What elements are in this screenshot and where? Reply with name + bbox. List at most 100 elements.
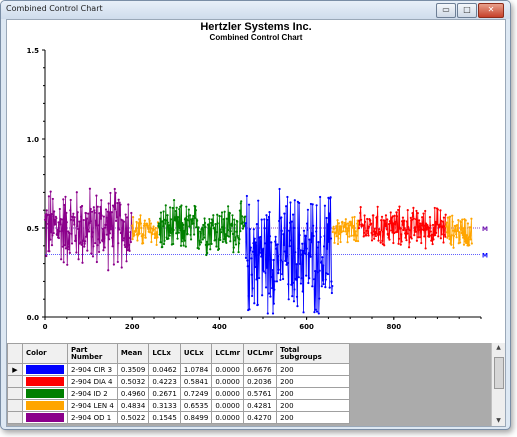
total-subgroups-cell[interactable]: 200 bbox=[276, 411, 351, 424]
data-point bbox=[213, 228, 217, 231]
row-header-cell[interactable]: ▶ bbox=[7, 363, 23, 376]
grid-vertical-scrollbar[interactable]: ▲ ▼ bbox=[491, 343, 505, 426]
row-header-cell[interactable] bbox=[7, 399, 23, 412]
uclmr-cell[interactable]: 0.4281 bbox=[243, 399, 278, 412]
lclx-cell[interactable]: 0.1545 bbox=[148, 411, 181, 424]
uclx-cell[interactable]: 0.7249 bbox=[179, 387, 213, 400]
minimize-button[interactable]: ▭ bbox=[436, 3, 456, 18]
mean-cell[interactable]: 0.4834 bbox=[116, 399, 150, 412]
color-swatch-cell[interactable] bbox=[22, 399, 68, 412]
part-number-cell[interactable]: 2-904 OD 1 bbox=[67, 411, 118, 424]
col-header-uclmr[interactable]: UCLmr bbox=[243, 343, 278, 364]
total-subgroups-cell[interactable]: 200 bbox=[276, 399, 351, 412]
color-swatch-cell[interactable] bbox=[22, 375, 68, 388]
col-header-total-subgroups[interactable]: Total subgroups bbox=[276, 343, 351, 364]
col-header-uclx[interactable]: UCLx bbox=[179, 343, 213, 364]
uclmr-cell[interactable]: 0.6676 bbox=[243, 363, 278, 376]
data-point bbox=[327, 240, 330, 243]
row-header-cell[interactable] bbox=[7, 375, 23, 388]
lclmr-cell[interactable]: 0.0000 bbox=[211, 399, 245, 412]
mean-cell[interactable]: 0.5032 bbox=[116, 375, 150, 388]
data-point bbox=[178, 227, 181, 230]
y-tick-label: 0.5 bbox=[27, 225, 40, 233]
col-header-part-number[interactable]: Part Number bbox=[67, 343, 118, 364]
close-button[interactable]: ✕ bbox=[478, 3, 504, 18]
data-point bbox=[68, 251, 71, 255]
table-row[interactable]: 2-904 LEN 4 0.4834 0.3133 0.6535 0.0000 0.428… bbox=[7, 399, 351, 412]
color-swatch-cell[interactable] bbox=[22, 411, 68, 424]
data-point bbox=[164, 204, 167, 207]
col-header-color[interactable]: Color bbox=[22, 343, 68, 364]
data-point bbox=[235, 230, 238, 233]
title-bar[interactable]: Combined Control Chart ▭ □ ✕ bbox=[1, 1, 510, 19]
data-point bbox=[109, 191, 112, 195]
data-point bbox=[400, 233, 403, 236]
data-point bbox=[172, 199, 176, 202]
lclmr-cell[interactable]: 0.0000 bbox=[211, 411, 245, 424]
data-point bbox=[342, 225, 346, 229]
scroll-thumb[interactable] bbox=[494, 357, 504, 389]
total-subgroups-cell[interactable]: 200 bbox=[276, 387, 351, 400]
data-point bbox=[179, 229, 182, 232]
uclmr-cell[interactable]: 0.2036 bbox=[243, 375, 278, 388]
scroll-up-arrow-icon[interactable]: ▲ bbox=[496, 344, 501, 351]
data-point bbox=[118, 201, 121, 204]
data-point bbox=[139, 222, 143, 225]
data-point bbox=[199, 241, 203, 244]
row-header-cell[interactable] bbox=[7, 387, 23, 400]
uclx-cell[interactable]: 0.6535 bbox=[179, 399, 213, 412]
part-number-cell[interactable]: 2-904 CIR 3 bbox=[67, 363, 118, 376]
data-point bbox=[350, 222, 354, 225]
lclmr-cell[interactable]: 0.0000 bbox=[211, 375, 245, 388]
data-point bbox=[389, 222, 392, 225]
part-number-cell[interactable]: 2-904 ID 2 bbox=[67, 387, 118, 400]
lclmr-cell[interactable]: 0.0000 bbox=[211, 363, 245, 376]
col-header-lclmr[interactable]: LCLmr bbox=[211, 343, 245, 364]
table-row[interactable]: 2-904 ID 2 0.4960 0.2671 0.7249 0.0000 0.5761… bbox=[7, 387, 351, 400]
mean-cell[interactable]: 0.4960 bbox=[116, 387, 150, 400]
data-point bbox=[138, 232, 141, 235]
uclx-cell[interactable]: 0.5841 bbox=[179, 375, 213, 388]
data-point bbox=[127, 243, 130, 247]
uclmr-cell[interactable]: 0.4270 bbox=[243, 411, 278, 424]
data-point bbox=[439, 209, 442, 212]
table-row[interactable]: 2-904 DIA 4 0.5032 0.4223 0.5841 0.0000 0.203… bbox=[7, 375, 351, 388]
data-point bbox=[173, 216, 177, 219]
uclx-cell[interactable]: 1.0784 bbox=[179, 363, 213, 376]
data-point bbox=[59, 223, 62, 226]
maximize-button[interactable]: □ bbox=[457, 3, 477, 18]
lclx-cell[interactable]: 0.0462 bbox=[148, 363, 181, 376]
table-row[interactable]: ▶ 2-904 CIR 3 0.3509 0.0462 1.0784 0.0000 0.66… bbox=[7, 363, 351, 376]
row-header-cell[interactable] bbox=[7, 411, 23, 424]
data-point bbox=[416, 212, 419, 215]
lclx-cell[interactable]: 0.3133 bbox=[148, 399, 181, 412]
data-point bbox=[154, 236, 157, 239]
total-subgroups-cell[interactable]: 200 bbox=[276, 363, 351, 376]
col-header-mean[interactable]: Mean bbox=[116, 343, 150, 364]
data-point bbox=[320, 260, 323, 263]
uclx-cell[interactable]: 0.8499 bbox=[179, 411, 213, 424]
col-header-lclx[interactable]: LCLx bbox=[148, 343, 181, 364]
part-number-cell[interactable]: 2-904 DIA 4 bbox=[67, 375, 118, 388]
data-point bbox=[73, 223, 76, 226]
color-swatch-cell[interactable] bbox=[22, 363, 68, 376]
lclx-cell[interactable]: 0.4223 bbox=[148, 375, 181, 388]
lclx-cell[interactable]: 0.2671 bbox=[148, 387, 181, 400]
data-point bbox=[328, 212, 331, 215]
data-point bbox=[90, 210, 94, 213]
table-row[interactable]: 2-904 OD 1 0.5022 0.1545 0.8499 0.0000 0.4270… bbox=[7, 411, 351, 424]
uclmr-cell[interactable]: 0.5761 bbox=[243, 387, 278, 400]
data-point bbox=[417, 219, 421, 222]
data-point bbox=[268, 210, 271, 214]
total-subgroups-cell[interactable]: 200 bbox=[276, 375, 351, 388]
mean-cell[interactable]: 0.3509 bbox=[116, 363, 150, 376]
data-point bbox=[66, 245, 69, 248]
data-point bbox=[324, 286, 327, 289]
lclmr-cell[interactable]: 0.0000 bbox=[211, 387, 245, 400]
mean-cell[interactable]: 0.5022 bbox=[116, 411, 150, 424]
color-swatch-cell[interactable] bbox=[22, 387, 68, 400]
data-point bbox=[336, 219, 339, 222]
part-number-cell[interactable]: 2-904 LEN 4 bbox=[67, 399, 118, 412]
data-point bbox=[328, 286, 331, 289]
scroll-down-arrow-icon[interactable]: ▼ bbox=[496, 417, 501, 424]
